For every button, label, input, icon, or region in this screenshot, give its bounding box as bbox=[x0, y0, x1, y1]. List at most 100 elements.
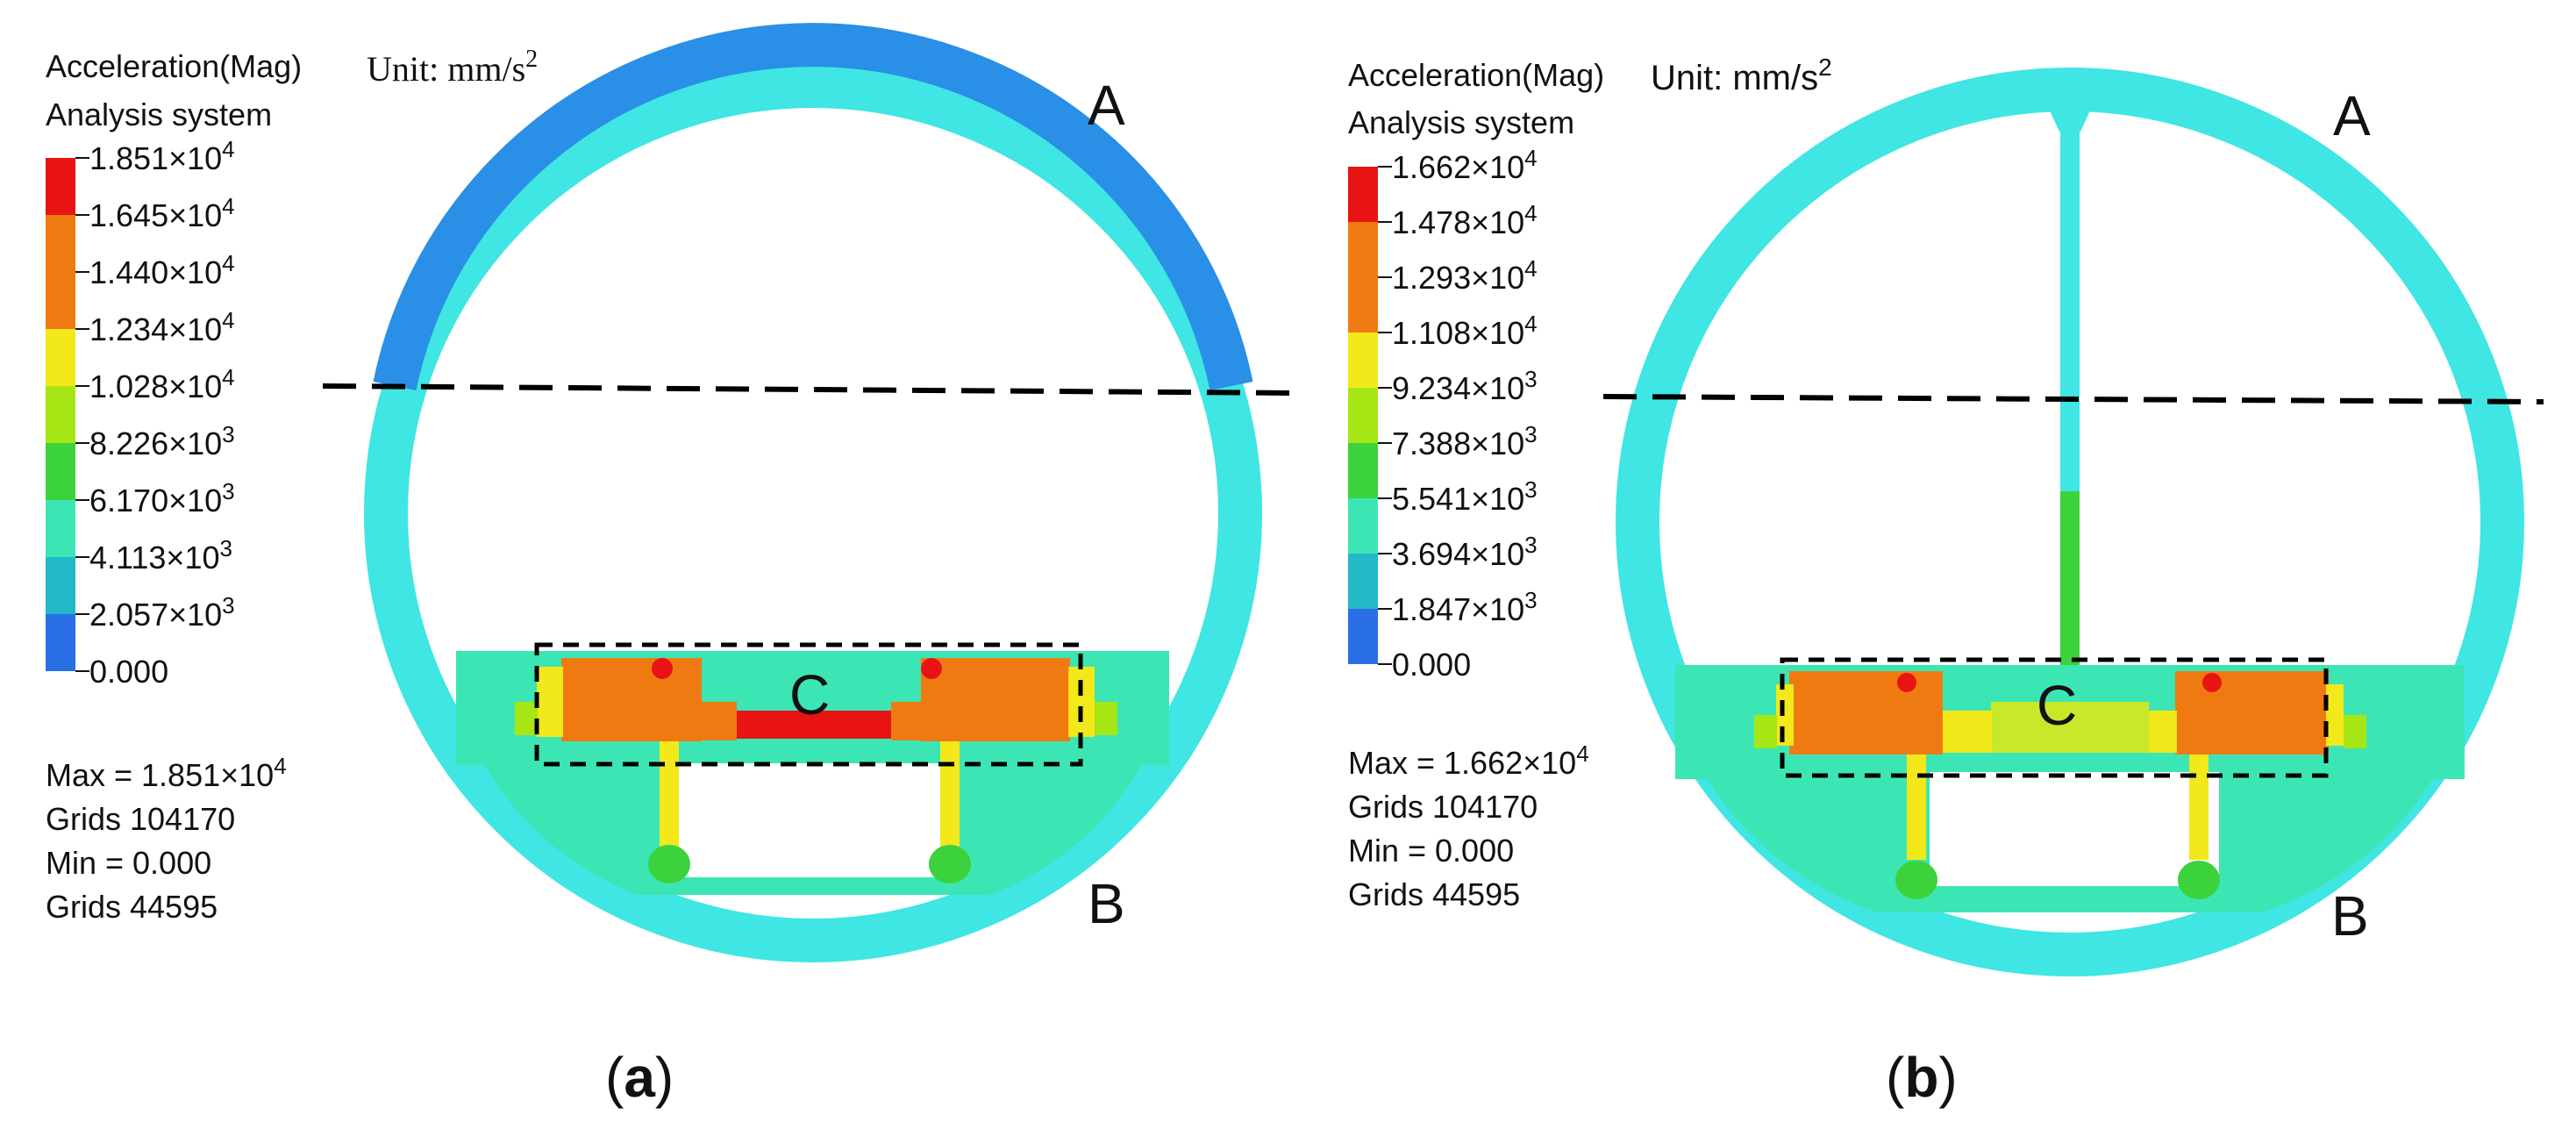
legend-unit-a: Unit: mm/s2 bbox=[367, 46, 538, 89]
slab-left-b bbox=[1789, 671, 1943, 754]
color-bar-ticks-b: 1.662×104 1.478×104 1.293×104 1.108×104 9.23… bbox=[1378, 145, 1538, 683]
min-label-b: Min = 0.000 bbox=[1348, 833, 1514, 869]
cavity-b bbox=[1930, 772, 2219, 886]
grids-max-b: Grids 104170 bbox=[1348, 789, 1538, 825]
region-box-c-b bbox=[1780, 657, 2329, 778]
tick-label-a: 0.000 bbox=[89, 654, 168, 690]
caption-b: (b) bbox=[1886, 1046, 1958, 1109]
pier-left-b bbox=[1907, 754, 1926, 860]
label-c-a: C bbox=[789, 663, 830, 726]
slab-mid-left-a bbox=[702, 702, 737, 740]
color-band-a bbox=[46, 215, 75, 272]
color-band-b bbox=[1348, 609, 1378, 664]
color-band-a bbox=[46, 500, 75, 557]
tick-label-b: 0.000 bbox=[1392, 647, 1471, 683]
dashed-level-line-b bbox=[1602, 394, 2544, 404]
slab-mid-left-b bbox=[1943, 711, 1992, 753]
times-symbol-b: ×10 bbox=[1523, 745, 1576, 781]
color-band-b bbox=[1348, 554, 1378, 609]
max-label-b: Max = 1.662×104 bbox=[1348, 740, 1589, 781]
slab-side-right-a bbox=[1095, 702, 1117, 735]
tick-label-b: 1.847×103 bbox=[1392, 587, 1538, 627]
color-bar-b bbox=[1348, 167, 1378, 664]
hotspot-left-a bbox=[652, 658, 673, 679]
side-wall-right-a bbox=[1117, 651, 1169, 765]
color-bar-a bbox=[46, 158, 75, 671]
side-wall-left-b bbox=[1675, 665, 1737, 779]
dashed-level-line-a bbox=[322, 383, 1297, 396]
tick-label-a: 4.113×103 bbox=[89, 535, 232, 576]
tick-label-b: 5.541×103 bbox=[1392, 476, 1538, 517]
slab-edge-left-a bbox=[537, 667, 563, 737]
pier-foot-right-b bbox=[2178, 861, 2220, 899]
label-a-b: A bbox=[2333, 84, 2371, 147]
color-band-a bbox=[46, 443, 75, 500]
label-b-b: B bbox=[2331, 884, 2369, 948]
grids-min-a: Grids 44595 bbox=[46, 889, 218, 925]
tick-label-a: 1.645×104 bbox=[89, 193, 235, 233]
color-band-a bbox=[46, 329, 75, 386]
pier-foot-left-b bbox=[1895, 861, 1937, 899]
tick-label-a: 1.234×104 bbox=[89, 307, 235, 347]
color-band-b bbox=[1348, 167, 1378, 222]
region-box-c-a bbox=[534, 642, 1083, 767]
tick-label-a: 1.440×104 bbox=[89, 250, 235, 290]
tunnel-section-a bbox=[364, 23, 1262, 962]
slab-right-a bbox=[921, 658, 1070, 741]
pier-foot-right-a bbox=[929, 845, 971, 883]
pier-right-a bbox=[940, 741, 960, 847]
cavity-a bbox=[677, 763, 958, 877]
slab-center-a bbox=[735, 711, 893, 739]
panel-a: Acceleration(Mag) Unit: mm/s2 Analysis s… bbox=[46, 23, 1297, 1109]
slab-left-a bbox=[561, 658, 702, 741]
tick-label-a: 6.170×103 bbox=[89, 478, 235, 518]
color-band-a bbox=[46, 158, 75, 215]
label-a-a: A bbox=[1088, 74, 1125, 137]
hotspot-right-a bbox=[921, 658, 942, 679]
color-band-a bbox=[46, 272, 75, 329]
color-band-b bbox=[1348, 498, 1378, 554]
crown-joint-b bbox=[2039, 88, 2101, 132]
tick-label-b: 3.694×103 bbox=[1392, 532, 1538, 572]
center-rod-lower-b bbox=[2060, 491, 2080, 676]
tick-label-b: 1.293×104 bbox=[1392, 255, 1538, 296]
slab-right-b bbox=[2175, 671, 2329, 754]
legend-subtitle-b: Analysis system bbox=[1348, 104, 1574, 140]
color-band-a bbox=[46, 614, 75, 671]
min-label-a: Min = 0.000 bbox=[46, 845, 211, 881]
tunnel-section-b bbox=[1616, 68, 2524, 976]
pier-right-b bbox=[2189, 754, 2209, 860]
tick-label-a: 1.028×104 bbox=[89, 364, 235, 404]
color-band-a bbox=[46, 557, 75, 614]
side-wall-right-b bbox=[2403, 665, 2465, 779]
color-band-b bbox=[1348, 388, 1378, 443]
tick-label-b: 7.388×103 bbox=[1392, 421, 1538, 461]
max-label-a: Max = 1.851×104 bbox=[46, 753, 287, 793]
slab-side-left-a bbox=[515, 702, 538, 735]
legend-title-b: Acceleration(Mag) bbox=[1348, 57, 1604, 93]
hotspot-left-b bbox=[1897, 673, 1916, 692]
slab-edge-right-a bbox=[1068, 667, 1095, 737]
slab-edge-right-b bbox=[2326, 684, 2344, 746]
color-band-b bbox=[1348, 277, 1378, 333]
legend-subtitle-a: Analysis system bbox=[46, 97, 272, 132]
grids-max-a: Grids 104170 bbox=[46, 801, 235, 837]
side-wall-left-a bbox=[456, 651, 509, 765]
tunnel-ring-upper-a bbox=[373, 23, 1253, 391]
tick-label-b: 1.478×104 bbox=[1392, 200, 1538, 240]
slab-mid-right-a bbox=[891, 702, 926, 740]
legend-unit-b: Unit: mm/s2 bbox=[1651, 54, 1832, 97]
tick-label-b: 9.234×103 bbox=[1392, 366, 1538, 406]
tick-label-a: 2.057×103 bbox=[89, 592, 235, 633]
color-band-b bbox=[1348, 222, 1378, 277]
pier-left-a bbox=[660, 741, 679, 847]
pier-foot-left-a bbox=[648, 845, 690, 883]
grids-min-b: Grids 44595 bbox=[1348, 876, 1520, 912]
label-b-a: B bbox=[1088, 872, 1125, 935]
tick-label-b: 1.662×104 bbox=[1392, 145, 1538, 185]
color-band-b bbox=[1348, 333, 1378, 388]
slab-side-right-b bbox=[2344, 715, 2366, 748]
color-bar-ticks-a: 1.851×104 1.645×104 1.440×104 1.234×104 1.02… bbox=[75, 136, 235, 690]
